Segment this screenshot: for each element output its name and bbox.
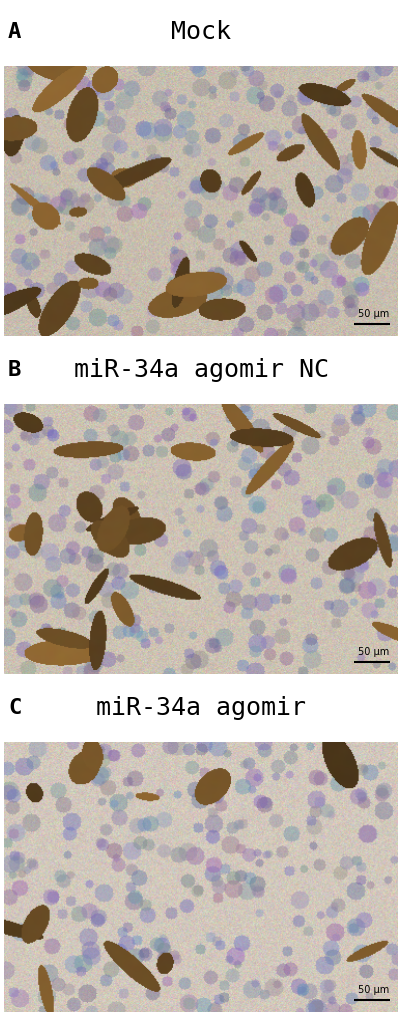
Text: C: C <box>8 698 21 717</box>
Text: Mock: Mock <box>170 19 231 44</box>
Text: 50 μm: 50 μm <box>357 310 388 319</box>
Text: miR-34a agomir: miR-34a agomir <box>96 696 305 719</box>
Text: 50 μm: 50 μm <box>357 647 388 657</box>
Text: miR-34a agomir NC: miR-34a agomir NC <box>73 358 328 381</box>
Text: B: B <box>8 360 21 380</box>
Text: 50 μm: 50 μm <box>357 985 388 995</box>
Text: A: A <box>8 21 21 42</box>
